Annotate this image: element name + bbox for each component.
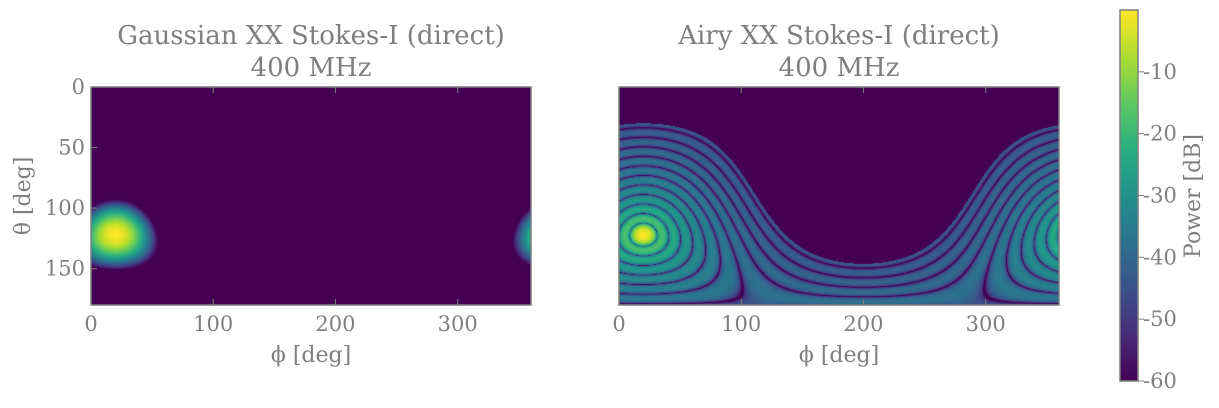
gaussian-heatmap [91, 87, 531, 305]
colorbar-ticks: -10 -20 -30 -40 -50 -60 [1138, 60, 1177, 393]
airy-panel: Airy XX Stokes-I (direct) 400 MHz 0 100 20… [612, 21, 1060, 368]
gaussian-ytick-label: 100 [45, 196, 85, 220]
airy-heatmap [619, 87, 1059, 305]
gaussian-axes-frame [90, 86, 532, 306]
colorbar-tick-label: -40 [1143, 245, 1177, 269]
gaussian-xtick-label: 100 [193, 312, 233, 336]
airy-xlabel: ϕ [deg] [799, 343, 879, 368]
colorbar-tick-label: -60 [1143, 369, 1177, 393]
gaussian-xlabel: ϕ [deg] [271, 343, 351, 368]
gaussian-panel: Gaussian XX Stokes-I (direct) 400 MHz 0 1… [11, 21, 532, 368]
airy-title: Airy XX Stokes-I (direct) [677, 21, 1000, 51]
gaussian-ytick-label: 150 [45, 257, 85, 281]
gaussian-xtick-label: 200 [315, 312, 355, 336]
airy-xtick-label: 300 [966, 312, 1006, 336]
colorbar-tick-label: -20 [1143, 122, 1177, 146]
gaussian-ytick-label: 50 [58, 136, 85, 160]
gaussian-ylabel: θ [deg] [11, 157, 36, 236]
airy-ticks: 0 100 200 300 [612, 87, 1006, 336]
airy-xtick-label: 0 [612, 312, 625, 336]
airy-xtick-label: 200 [843, 312, 883, 336]
gaussian-ticks: 0 100 200 300 0 50 100 150 [45, 75, 478, 336]
gaussian-ytick-label: 0 [72, 75, 85, 99]
gaussian-xtick-label: 0 [84, 312, 97, 336]
gaussian-subtitle: 400 MHz [251, 53, 372, 83]
colorbar: -10 -20 -30 -40 -50 -60 Power [dB] [1119, 9, 1206, 393]
airy-axes-frame [618, 86, 1060, 306]
colorbar-gradient [1120, 10, 1138, 381]
gaussian-title: Gaussian XX Stokes-I (direct) [117, 21, 505, 51]
airy-xtick-label: 100 [721, 312, 761, 336]
colorbar-tick-label: -30 [1143, 184, 1177, 208]
airy-subtitle: 400 MHz [779, 53, 900, 83]
colorbar-tick-label: -10 [1143, 60, 1177, 84]
gaussian-xtick-label: 300 [438, 312, 478, 336]
colorbar-label: Power [dB] [1181, 134, 1206, 258]
colorbar-tick-label: -50 [1143, 307, 1177, 331]
